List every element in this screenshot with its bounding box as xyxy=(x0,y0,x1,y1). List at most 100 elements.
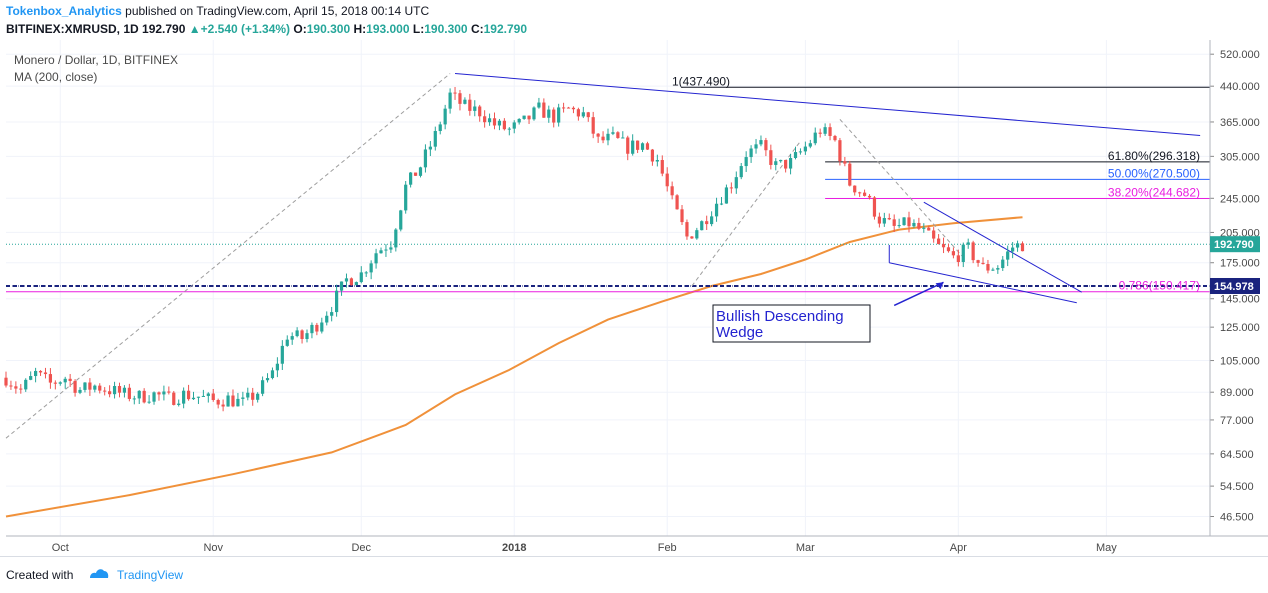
candle xyxy=(117,382,122,398)
symbol-label: BITFINEX:XMRUSD, 1D xyxy=(6,22,139,36)
candle xyxy=(285,335,289,347)
candle xyxy=(147,395,151,404)
candle-body xyxy=(690,236,694,239)
candle-body xyxy=(413,172,418,176)
candle-body xyxy=(305,333,309,340)
candle-body xyxy=(270,370,275,379)
candle xyxy=(769,144,773,170)
candle xyxy=(339,281,344,296)
x-tick-label: May xyxy=(1096,542,1117,554)
candle-body xyxy=(43,372,48,375)
candle xyxy=(182,387,186,409)
candle xyxy=(872,196,877,220)
candle xyxy=(320,317,324,334)
candle-body xyxy=(848,163,852,186)
candle-body xyxy=(621,137,625,139)
candle-body xyxy=(147,401,151,403)
candle xyxy=(833,134,837,142)
candle xyxy=(226,392,230,407)
candle-body xyxy=(4,377,8,386)
candle-body xyxy=(537,102,541,108)
candle xyxy=(453,86,457,100)
low-label: L: xyxy=(412,22,425,36)
candle-body xyxy=(897,225,901,227)
indicator-label: MA (200, close) xyxy=(14,70,97,84)
candle-body xyxy=(236,398,240,407)
candle-body xyxy=(206,393,210,396)
candle xyxy=(256,392,260,403)
candle-body xyxy=(246,392,250,398)
candle-body xyxy=(754,144,758,149)
candle xyxy=(571,106,576,114)
candle-body xyxy=(221,404,225,407)
candle-body xyxy=(448,92,452,109)
candle xyxy=(862,189,867,197)
candle xyxy=(221,399,225,412)
candle xyxy=(645,141,650,150)
candle-body xyxy=(680,209,684,223)
high-label: H: xyxy=(353,22,367,36)
price-chart[interactable]: 1(437.490) 61.80%(296.318) 50.00%(270.500)… xyxy=(0,40,1268,556)
candle xyxy=(774,158,778,171)
author-link[interactable]: Tokenbox_Analytics xyxy=(6,4,122,18)
candle xyxy=(196,396,201,404)
candle-body xyxy=(1011,247,1015,252)
candle-body xyxy=(132,398,136,400)
candle xyxy=(43,367,48,379)
candle-body xyxy=(808,143,812,147)
candle-body xyxy=(823,127,827,134)
candle xyxy=(14,381,18,394)
candle-body xyxy=(359,272,363,283)
candle xyxy=(749,145,753,163)
candle xyxy=(719,197,724,206)
candle xyxy=(335,284,339,317)
candle xyxy=(843,156,847,167)
high-value: 193.000 xyxy=(366,22,410,36)
candle xyxy=(527,115,531,125)
candle xyxy=(19,384,23,394)
candle-body xyxy=(330,312,334,316)
candle-body xyxy=(779,159,783,162)
x-tick-label: Mar xyxy=(796,542,815,554)
candle xyxy=(418,166,423,178)
candle-body xyxy=(310,324,314,334)
candle xyxy=(305,329,309,343)
candle-body xyxy=(892,219,896,226)
candle-body xyxy=(547,109,551,118)
candle xyxy=(512,120,516,134)
candle-body xyxy=(152,392,156,402)
wedge-upper-line xyxy=(923,201,1082,293)
candle-body xyxy=(251,392,255,400)
candle xyxy=(463,97,467,105)
candle-body xyxy=(265,378,270,381)
candle-body xyxy=(438,124,442,131)
candle xyxy=(191,391,196,400)
candle-body xyxy=(591,117,595,134)
candle-body xyxy=(532,107,536,120)
candle-body xyxy=(354,282,358,286)
candle xyxy=(650,148,655,166)
candle xyxy=(858,191,862,197)
candle xyxy=(48,368,53,389)
resistance-trendline xyxy=(454,73,1201,137)
candle-body xyxy=(557,107,561,123)
tradingview-link[interactable]: TradingView xyxy=(117,568,184,582)
y-tick-label: 105.000 xyxy=(1220,356,1260,368)
y-tick-label: 145.000 xyxy=(1220,294,1260,306)
candle xyxy=(389,241,393,253)
swing-line-up xyxy=(5,73,451,439)
candle xyxy=(29,371,33,381)
candle-body xyxy=(320,322,324,332)
candle-body xyxy=(14,386,18,389)
candle-body xyxy=(665,173,669,187)
candle xyxy=(310,322,314,339)
candle xyxy=(764,137,768,157)
candle-body xyxy=(981,262,985,265)
candle-body xyxy=(660,160,664,174)
candle xyxy=(265,373,270,383)
candle-body xyxy=(344,278,349,282)
last-price-box xyxy=(1210,236,1260,253)
candle-body xyxy=(29,376,33,380)
candle xyxy=(902,217,906,226)
candle-body xyxy=(833,135,837,141)
